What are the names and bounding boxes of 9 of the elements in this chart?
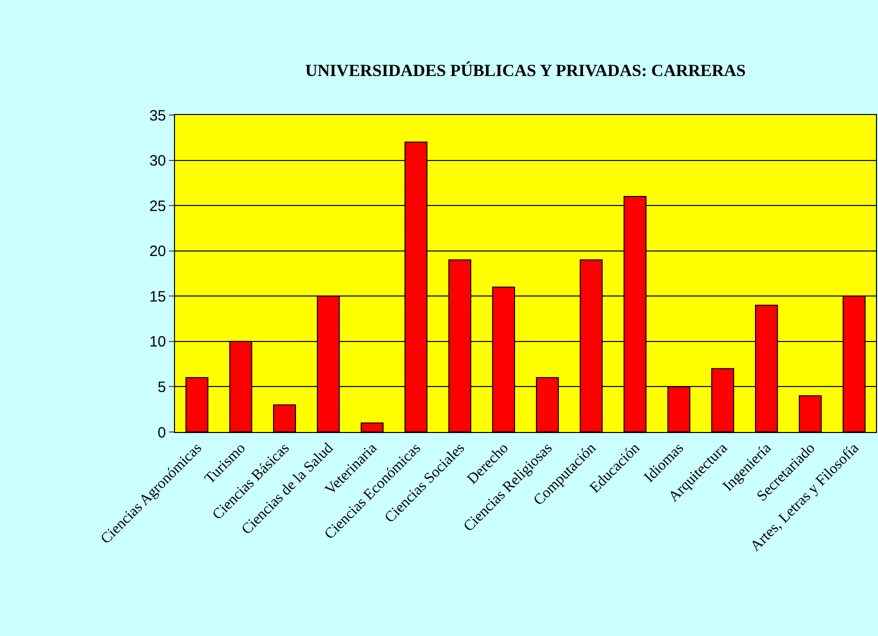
y-tick-label: 5 [158,378,166,396]
y-tick-label: 20 [149,243,166,260]
y-tick-label: 10 [149,334,166,351]
y-tick-label: 35 [149,107,166,124]
chart-title: UNIVERSIDADES PÚBLICAS Y PRIVADAS: CARRERAS [305,60,746,80]
y-tick-label: 25 [149,198,166,215]
y-tick-label: 15 [149,288,166,306]
y-tick-label: 0 [158,424,166,442]
y-tick-label: 30 [149,152,166,170]
